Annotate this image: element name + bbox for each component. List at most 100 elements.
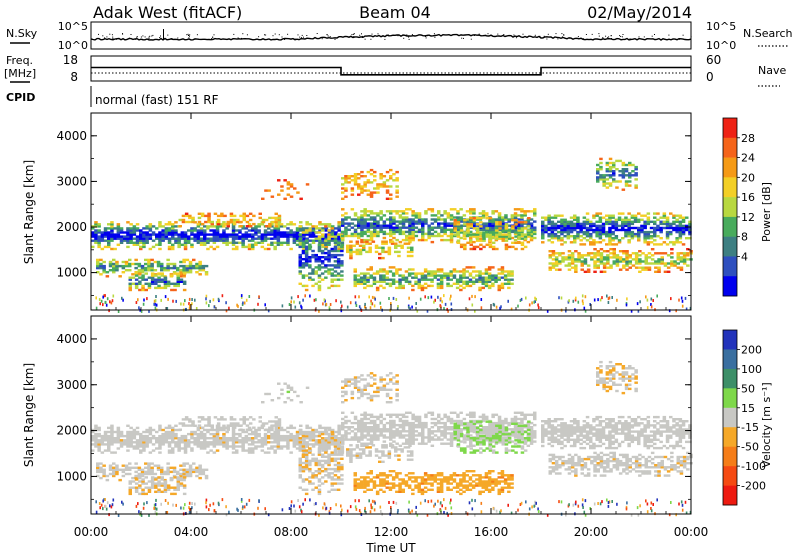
power-cell (132, 227, 137, 230)
power-cell (421, 234, 425, 238)
power-cell (368, 242, 372, 245)
velocity-cell (311, 472, 315, 475)
velocity-cell (158, 447, 162, 450)
power-cell (107, 235, 111, 238)
power-cell (463, 231, 467, 234)
power-cell (385, 278, 389, 281)
power-cell (595, 235, 599, 238)
power-cell (593, 252, 597, 255)
velocity-cell (376, 438, 380, 441)
power-cell (188, 214, 192, 218)
power-cell (395, 228, 399, 231)
power-cell (589, 228, 593, 232)
colorbar-tick-label: 16 (741, 191, 755, 204)
velocity-cell (330, 488, 334, 491)
power-cell (219, 225, 223, 228)
power-cell (97, 243, 101, 246)
power-cell (94, 241, 98, 244)
velocity-cell (196, 428, 201, 432)
power-cell (617, 228, 622, 232)
velocity-cell (188, 466, 193, 469)
velocity-cell (193, 439, 197, 442)
power-cell (452, 274, 457, 277)
velocity-cell (229, 416, 234, 419)
velocity-cell (324, 432, 329, 436)
power-speckle (100, 299, 103, 303)
power-cell (304, 241, 309, 244)
velocity-cell (330, 437, 334, 440)
power-cell (173, 272, 177, 275)
velocity-cell (180, 439, 185, 442)
velocity-cell (324, 430, 329, 434)
velocity-cell (192, 462, 196, 465)
power-cell (274, 220, 278, 224)
velocity-cell (302, 437, 306, 440)
velocity-cell (96, 474, 100, 478)
power-cell (389, 218, 393, 221)
power-cell (91, 235, 95, 238)
velocity-cell (279, 434, 284, 438)
power-cell (560, 237, 564, 240)
power-cell (618, 258, 623, 261)
power-cell (656, 235, 660, 238)
velocity-cell (392, 432, 396, 435)
power-cell (672, 241, 676, 244)
velocity-cell (225, 430, 229, 434)
power-cell (180, 231, 185, 234)
power-cell (423, 274, 428, 277)
power-cell (244, 233, 249, 236)
velocity-cell (314, 459, 318, 463)
velocity-cell (158, 424, 162, 427)
power-cell (119, 227, 124, 230)
power-speckle (601, 296, 603, 300)
velocity-cell (353, 436, 358, 439)
velocity-cell (112, 474, 116, 478)
power-cell (353, 280, 357, 283)
power-cell (129, 223, 133, 226)
power-cell (517, 235, 521, 238)
power-cell (633, 226, 638, 230)
power-cell (357, 218, 361, 221)
power-cell (669, 241, 673, 244)
power-cell (349, 248, 353, 252)
power-speckle (685, 307, 688, 311)
velocity-cell (110, 432, 114, 436)
velocity-cell (164, 426, 169, 430)
power-cell (115, 260, 119, 264)
power-cell (392, 179, 396, 182)
power-cell (330, 253, 334, 257)
velocity-cell (167, 445, 172, 448)
power-cell (280, 185, 284, 188)
power-cell (382, 220, 387, 223)
power-cell (561, 260, 565, 263)
velocity-cell (280, 392, 284, 396)
velocity-cell (333, 488, 338, 491)
velocity-cell (366, 442, 371, 445)
power-cell (148, 233, 153, 236)
power-cell (331, 229, 335, 232)
power-cell (317, 249, 322, 253)
velocity-cell (340, 463, 344, 467)
power-cell (97, 229, 101, 232)
velocity-cell (102, 474, 106, 478)
nsearch-dot (278, 34, 280, 36)
power-speckle (616, 298, 618, 302)
power-cell (321, 237, 325, 240)
power-cell (96, 271, 100, 274)
power-cell (373, 220, 377, 223)
velocity-cell (392, 423, 396, 427)
power-cell (295, 229, 300, 232)
power-cell (481, 212, 486, 215)
velocity-cell (317, 447, 322, 450)
power-cell (452, 270, 457, 273)
power-cell (144, 258, 148, 262)
power-cell (123, 231, 127, 234)
velocity-cell (392, 413, 396, 416)
power-cell (376, 185, 380, 188)
velocity-cell (238, 441, 242, 444)
power-speckle (408, 305, 410, 309)
power-cell (347, 228, 351, 231)
power-cell (688, 226, 692, 230)
velocity-cell (144, 466, 148, 469)
velocity-cell (289, 426, 293, 430)
